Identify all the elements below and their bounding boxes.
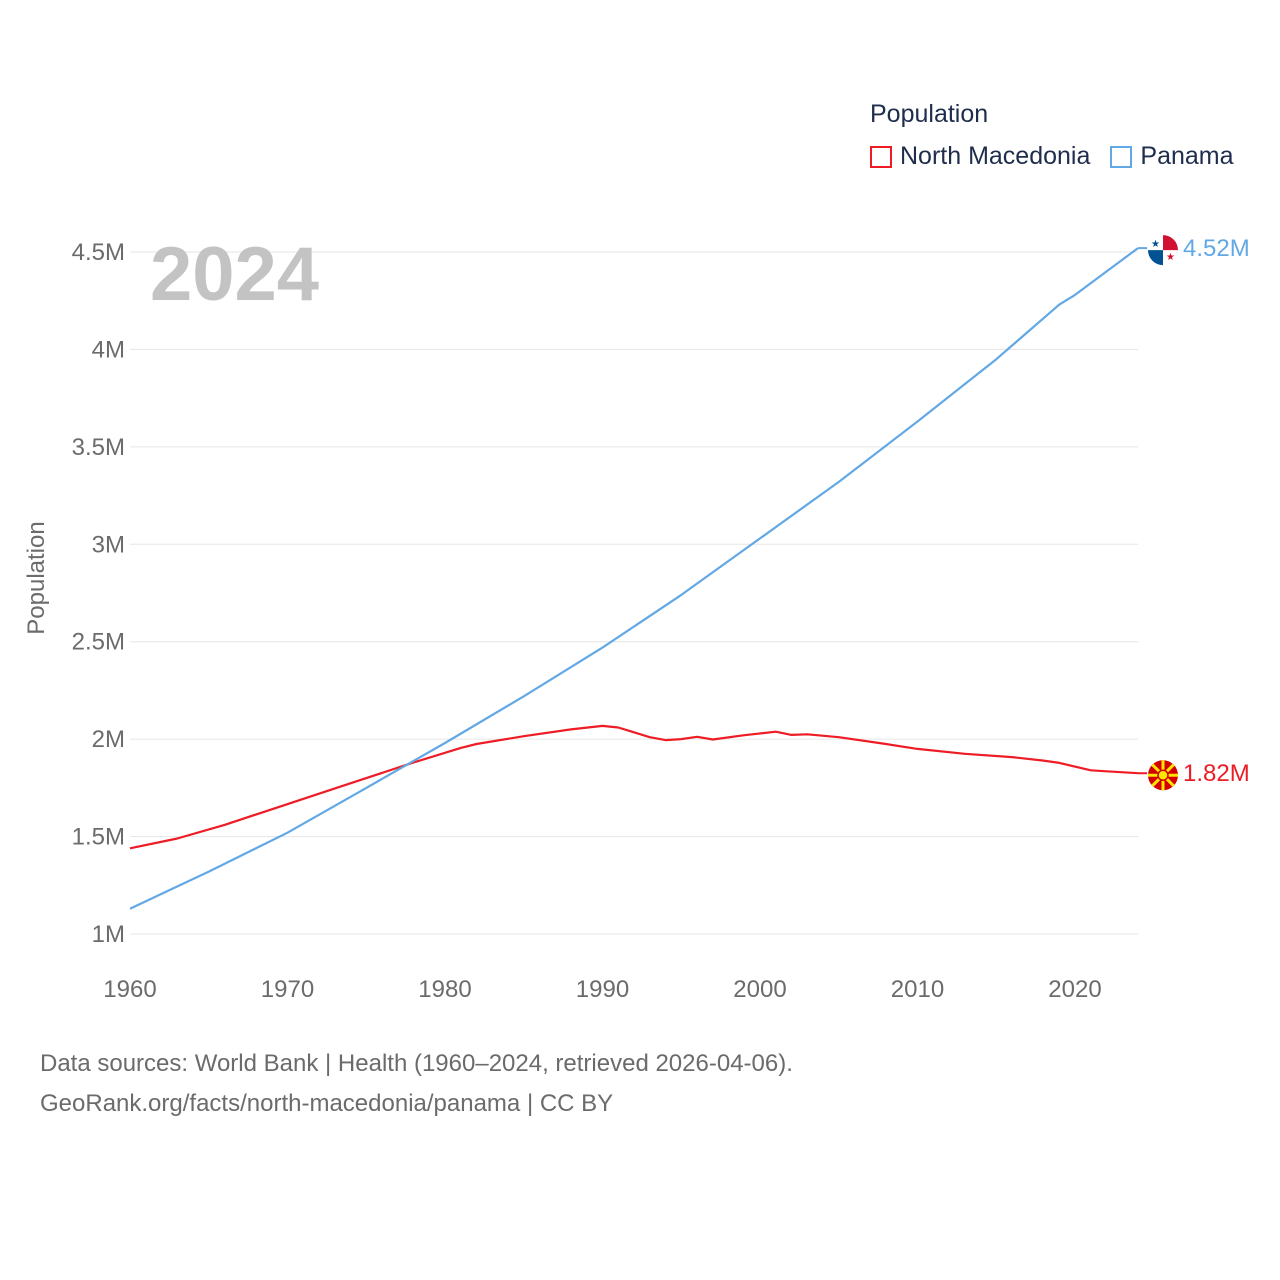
legend-swatch-north-macedonia (870, 145, 892, 168)
series-line-panama[interactable] (129, 247, 1139, 910)
y-tick-label: 3M (92, 531, 125, 558)
north-macedonia-flag-icon (1148, 760, 1178, 791)
legend: North Macedonia Panama (870, 142, 1254, 171)
y-tick-label: 4M (92, 336, 125, 363)
legend-label-north-macedonia: North Macedonia (900, 142, 1091, 170)
legend-item-north-macedonia[interactable]: North Macedonia (870, 142, 1090, 171)
x-tick-label: 1960 (103, 976, 156, 1003)
year-label: 2024 (150, 232, 319, 317)
y-tick-label: 4.5M (72, 239, 125, 266)
y-axis-label: Population (23, 521, 50, 634)
data-source-text: Data sources: World Bank | Health (1960–… (40, 1050, 793, 1077)
x-tick-label: 1970 (261, 976, 314, 1003)
x-tick-label: 2000 (733, 976, 786, 1003)
series-lines (129, 247, 1139, 910)
end-label-north-macedonia: 1.82M (1183, 760, 1250, 787)
svg-text:★: ★ (1151, 239, 1160, 250)
footer: Data sources: World Bank | Health (1960–… (40, 1044, 793, 1124)
legend-swatch-panama (1110, 145, 1133, 168)
x-axis-ticks: 1960 1970 1980 1990 2000 2010 2020 (103, 976, 1101, 1003)
source-link[interactable]: GeoRank.org/facts/north-macedonia/panama… (40, 1090, 614, 1117)
panama-flag-icon: ★★ (1148, 235, 1178, 266)
legend-item-panama[interactable]: Panama (1110, 142, 1234, 171)
y-axis-ticks: 1M 1.5M 2M 2.5M 3M 3.5M 4M 4.5M (72, 239, 125, 948)
grid-lines (130, 251, 1138, 935)
x-tick-label: 2020 (1048, 976, 1101, 1003)
legend-title: Population (870, 100, 989, 128)
end-markers: 1.82M★★ 4.52M (1138, 235, 1250, 791)
x-tick-label: 2010 (891, 976, 944, 1003)
x-tick-label: 1990 (576, 976, 629, 1003)
y-tick-label: 3.5M (72, 434, 125, 461)
y-tick-label: 2.5M (72, 629, 125, 656)
y-tick-label: 1M (92, 921, 125, 948)
legend-label-panama: Panama (1140, 142, 1234, 170)
end-label-panama: 4.52M (1183, 235, 1250, 262)
y-tick-label: 2M (92, 726, 125, 753)
svg-text:★: ★ (1166, 252, 1175, 263)
x-tick-label: 1980 (418, 976, 471, 1003)
y-tick-label: 1.5M (72, 824, 125, 851)
series-line-north-macedonia[interactable] (129, 724, 1139, 850)
